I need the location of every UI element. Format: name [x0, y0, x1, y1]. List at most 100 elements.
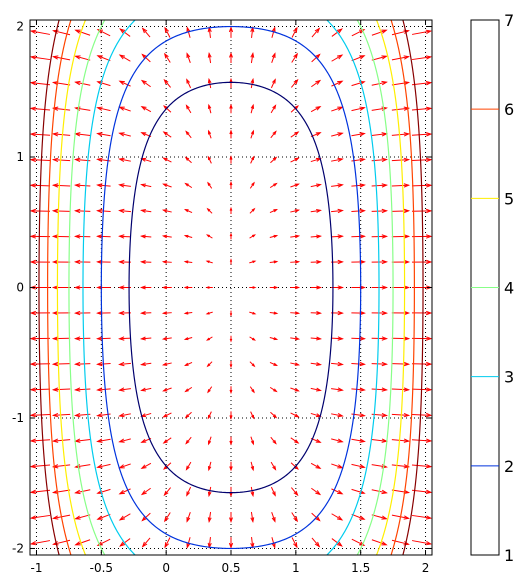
- vector-arrow: [31, 107, 51, 111]
- vector-arrow: [331, 388, 343, 391]
- vector-arrow-head: [229, 180, 233, 186]
- vector-arrow-head: [51, 438, 59, 443]
- vector-arrow-head: [183, 260, 189, 264]
- vector-arrow: [75, 29, 91, 36]
- vector-arrow-head: [381, 208, 389, 214]
- x-tick-label: 1.5: [351, 561, 370, 575]
- vector-arrow: [371, 210, 387, 212]
- vector-arrow-head: [315, 79, 322, 85]
- vector-arrow-head: [359, 464, 366, 469]
- vector-arrow-head: [425, 489, 432, 495]
- vector-arrow-head: [337, 285, 344, 290]
- vector-arrow-head: [96, 438, 103, 443]
- vector-arrow-head: [403, 80, 411, 86]
- vector-arrow-head: [207, 155, 211, 161]
- vector-arrow: [391, 210, 409, 212]
- vector-arrow-head: [359, 208, 366, 214]
- vector-arrow-head: [183, 209, 189, 213]
- vector-arrow: [75, 539, 91, 546]
- vector-arrow-head: [272, 465, 277, 471]
- vector-arrow: [270, 486, 276, 496]
- vector-arrow-head: [139, 336, 146, 341]
- vector-arrow-head: [73, 234, 81, 239]
- y-tick-label: 2: [16, 20, 24, 34]
- vector-arrow-head: [30, 541, 37, 546]
- vector-arrow-head: [272, 104, 277, 110]
- vector-arrow-head: [162, 131, 168, 136]
- vector-arrow-head: [381, 387, 389, 392]
- vector-arrow-head: [381, 234, 389, 239]
- vector-arrow: [141, 158, 152, 163]
- vector-arrow: [119, 488, 131, 495]
- contour-line-level-3: [82, 20, 380, 555]
- vector-arrow-head: [273, 388, 278, 393]
- vector-arrow-head: [336, 28, 343, 34]
- vector-arrow-head: [359, 285, 366, 290]
- vector-arrow: [141, 462, 152, 469]
- vector-arrow: [141, 184, 152, 188]
- vector-arrow: [351, 210, 365, 212]
- vector-arrow-head: [118, 183, 125, 188]
- vector-arrow-head: [96, 412, 103, 418]
- vector-arrow: [97, 463, 111, 468]
- vector-arrow: [164, 27, 171, 38]
- vector-arrow-head: [403, 106, 411, 111]
- vector-arrow: [53, 133, 71, 136]
- vector-arrow-head: [96, 361, 103, 367]
- vector-arrow-head: [119, 28, 126, 34]
- vector-arrow-head: [229, 517, 233, 524]
- vector-arrow: [331, 184, 343, 187]
- vector-arrow-head: [273, 234, 279, 238]
- x-tick-label: 1: [292, 561, 300, 575]
- vector-arrow: [119, 413, 131, 417]
- vector-arrow-head: [161, 311, 168, 315]
- vector-arrow: [53, 107, 71, 111]
- vector-arrow-head: [30, 361, 37, 367]
- vector-arrow-head: [51, 336, 59, 341]
- vector-arrow: [97, 55, 111, 62]
- vector-arrow-head: [337, 234, 344, 239]
- vector-arrow: [31, 439, 51, 442]
- vector-arrow-head: [273, 285, 279, 290]
- vector-arrow-head: [139, 285, 146, 290]
- vector-arrow-head: [51, 285, 59, 290]
- vector-arrow: [391, 363, 409, 365]
- vector-arrow: [141, 387, 152, 391]
- vector-arrow-head: [30, 234, 37, 239]
- vector-arrow: [331, 513, 343, 521]
- vector-arrow: [331, 106, 343, 112]
- vector-arrow: [31, 514, 51, 519]
- vector-arrow: [31, 413, 51, 416]
- vector-arrow-head: [337, 157, 344, 163]
- vector-arrow-head: [403, 310, 411, 316]
- vector-arrow: [371, 133, 387, 137]
- vector-arrow: [119, 235, 131, 238]
- vector-arrow-head: [118, 438, 125, 443]
- vector-arrow-head: [186, 516, 191, 523]
- vector-arrow-head: [381, 336, 389, 341]
- vector-arrow: [164, 79, 172, 88]
- vector-arrow: [271, 27, 276, 38]
- vector-arrow: [351, 463, 365, 468]
- vector-arrow-head: [73, 336, 81, 341]
- vector-arrow: [142, 28, 151, 38]
- vector-arrow-head: [315, 387, 322, 392]
- vector-arrow-head: [425, 55, 432, 60]
- vector-arrow-head: [359, 55, 366, 60]
- vector-arrow-head: [186, 491, 191, 497]
- vector-arrow: [290, 105, 299, 113]
- vector-arrow-head: [30, 336, 37, 341]
- vector-arrow-head: [381, 541, 388, 546]
- vector-arrow-head: [185, 465, 190, 471]
- vector-arrow-head: [96, 208, 103, 214]
- colorbar-tick-label: 2: [504, 457, 514, 476]
- vector-arrow-head: [403, 55, 411, 60]
- vector-arrow: [271, 511, 276, 522]
- vector-arrow-head: [251, 181, 255, 186]
- vector-arrow: [251, 537, 254, 548]
- x-tick-label: -1: [30, 561, 42, 575]
- vector-arrow-head: [250, 77, 255, 84]
- vector-arrow-head: [118, 515, 126, 521]
- vector-arrow-head: [208, 129, 212, 135]
- vector-arrow-head: [403, 259, 411, 265]
